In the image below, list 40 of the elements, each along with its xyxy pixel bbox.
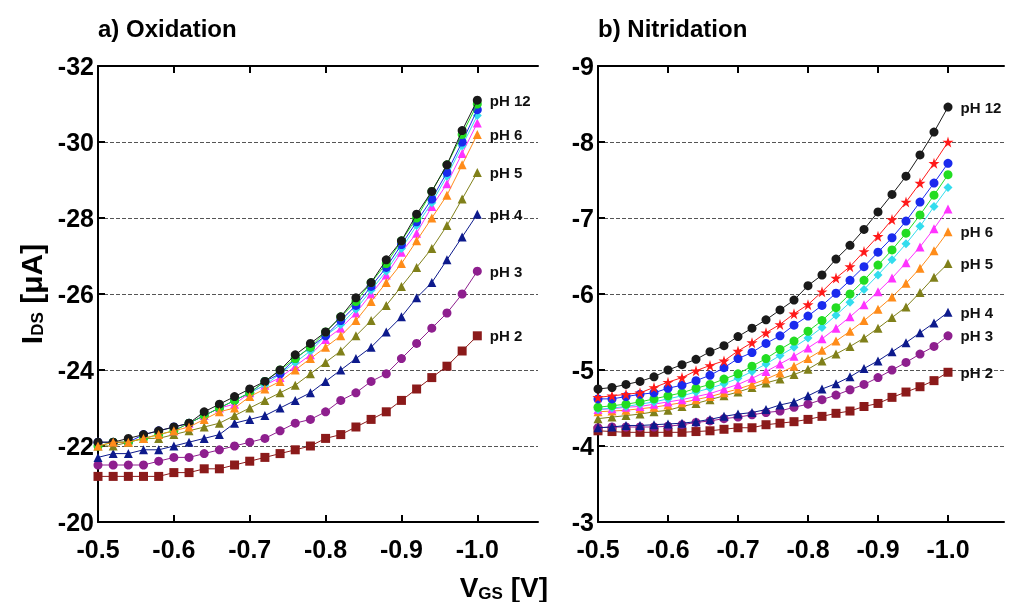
y-tick-label: -22 (57, 432, 94, 460)
y-tick-label: -8 (571, 128, 595, 156)
series-label: pH 6 (960, 223, 994, 241)
x-tick-label: -0.8 (786, 534, 830, 563)
y-tick-label: -26 (57, 280, 94, 308)
series-label: pH 2 (489, 327, 523, 345)
x-tick-label: -0.7 (228, 534, 272, 563)
x-tick-label: -0.6 (646, 534, 690, 563)
x-tick-label: -0.5 (76, 534, 120, 563)
x-tick-label: -0.9 (856, 534, 900, 563)
y-tick-label: -7 (571, 204, 594, 232)
chart-title: a) Oxidation (98, 14, 237, 42)
series-label: pH 12 (960, 98, 1002, 116)
y-tick-label: -32 (57, 52, 94, 80)
x-tick-label: -0.6 (152, 534, 196, 563)
y-tick-label: -20 (57, 508, 94, 536)
series-label: pH 3 (960, 327, 994, 345)
series-label: pH 4 (960, 303, 994, 321)
x-tick-label: -0.8 (304, 534, 348, 563)
series-label: pH 12 (489, 91, 531, 109)
series-label: pH 5 (489, 163, 523, 181)
y-tick-label: -3 (571, 508, 594, 536)
y-tick-label: -30 (57, 128, 94, 156)
series-label: pH 5 (960, 255, 994, 273)
x-tick-label: -1.0 (455, 534, 499, 563)
y-tick-label: -9 (571, 52, 594, 80)
chart-title: b) Nitridation (598, 14, 748, 42)
y-tick-label: -5 (571, 356, 595, 384)
x-tick-label: -0.9 (379, 534, 423, 563)
series-label: pH 6 (489, 125, 523, 143)
x-axis-title: VGS [V] (459, 572, 549, 603)
y-tick-label: -28 (57, 204, 95, 232)
x-tick-label: -1.0 (926, 534, 970, 563)
series-label: pH 3 (489, 262, 523, 280)
y-tick-label: -24 (57, 356, 95, 384)
y-tick-label: -6 (571, 280, 594, 308)
y-tick-label: -4 (571, 432, 595, 460)
x-tick-label: -0.5 (576, 534, 620, 563)
y-axis-title: IDS [μA] (14, 243, 48, 345)
x-tick-label: -0.7 (716, 534, 760, 563)
